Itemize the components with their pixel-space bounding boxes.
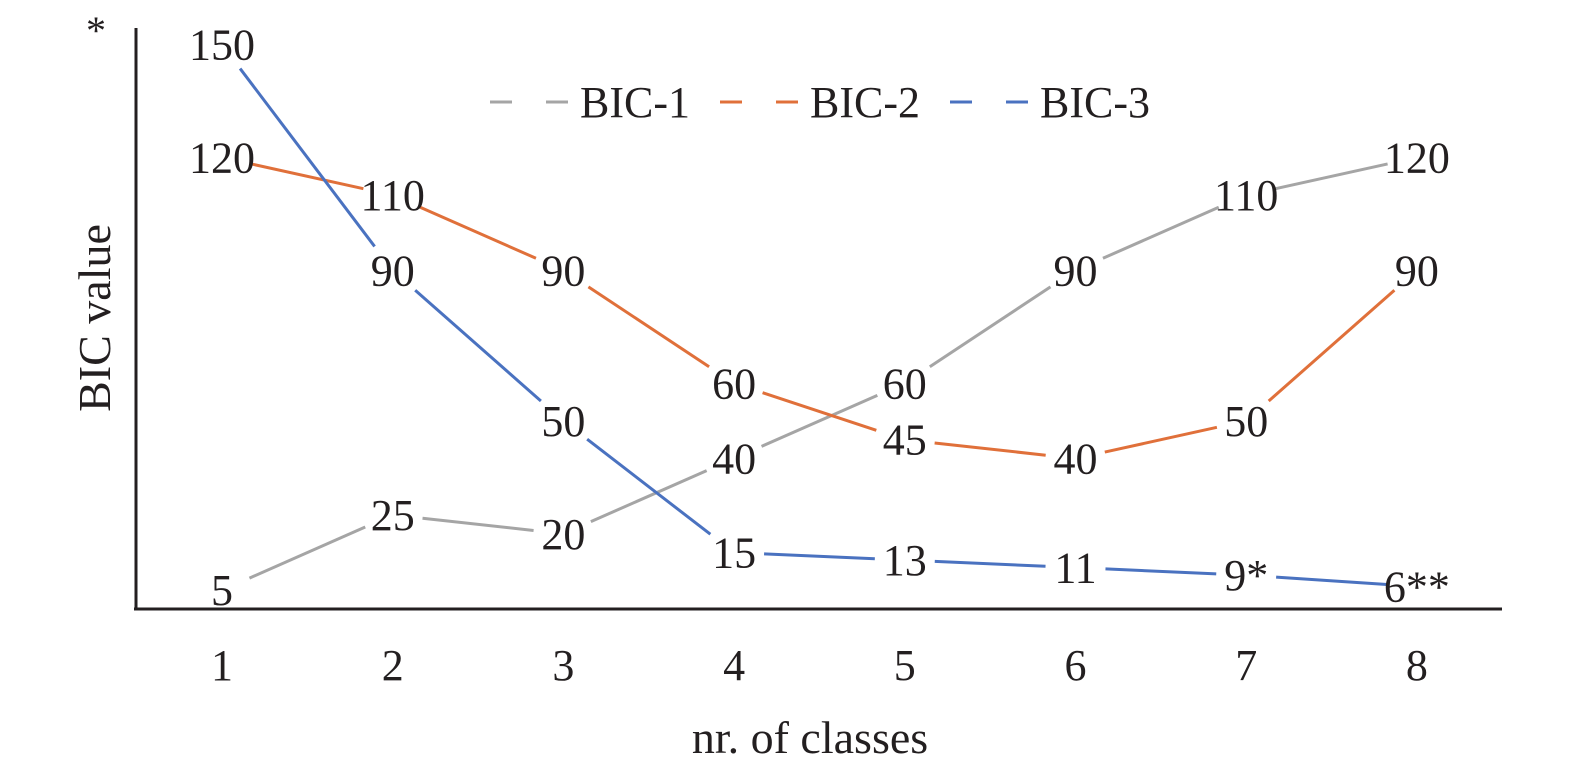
data-label: 150 [189,21,255,70]
data-label: 15 [712,529,756,578]
series-2-segment [250,162,364,191]
series-1-segment [248,525,366,580]
data-label: 50 [541,397,585,446]
x-tick-label: 3 [552,641,574,690]
data-label: 60 [883,359,927,408]
data-label: 120 [1384,134,1450,183]
series-3-segment [934,559,1046,568]
data-label: 9* [1224,551,1268,600]
series-2-segment [1104,425,1218,454]
data-label: 40 [712,435,756,484]
data-label: 90 [1395,246,1439,295]
data-label: 60 [712,359,756,408]
data-label: 25 [371,491,415,540]
series-1-segment [928,285,1052,368]
series-2-segment [934,441,1046,457]
series-1-segment [760,393,878,448]
series-2-segment [587,285,710,368]
series-1 [248,162,1388,580]
data-labels: 5 25 20 40 60 90 110 120 120 110 90 60 45 40 50 90 150 90… [189,21,1450,616]
series-2 [250,162,1396,457]
series-3-segment [586,438,712,536]
legend: BIC-1 BIC-2 BIC-3 [490,78,1150,127]
data-label: 90 [541,246,585,295]
x-tick-label: 4 [723,641,745,690]
series-3-segment [1105,567,1217,576]
data-label: 50 [1224,397,1268,446]
data-label: 120 [189,134,255,183]
legend-item: BIC-3 [950,78,1150,127]
series-1-segment [590,469,708,524]
legend-label: BIC-1 [580,78,690,127]
x-tick-label: 6 [1065,641,1087,690]
series-1-segment [1275,162,1388,191]
x-tick-label: 5 [894,641,916,690]
data-label: 20 [541,510,585,559]
x-tick-label: 2 [382,641,404,690]
series-3 [238,67,1388,586]
x-tick-label: 8 [1406,641,1428,690]
x-tick-label: 7 [1235,641,1257,690]
series-3-segment [1276,575,1388,586]
series-2-segment [762,391,877,432]
data-label: 13 [883,536,927,585]
data-label: 90 [371,246,415,295]
series-3-segment [764,552,875,561]
data-label: 11 [1054,544,1096,593]
legend-label: BIC-2 [810,78,920,127]
x-axis-title: nr. of classes [692,712,928,763]
data-label: 110 [1214,171,1278,220]
legend-label: BIC-3 [1040,78,1150,127]
y-axis-title: BIC value [69,224,120,412]
data-label: 110 [361,171,425,220]
data-label: 40 [1054,435,1098,484]
series-3-segment [238,67,376,248]
data-label: 45 [883,416,927,465]
series-2-segment [419,205,537,260]
corner-asterisk: * [86,8,106,53]
legend-item: BIC-2 [720,78,920,127]
series-1-segment [1102,205,1220,260]
legend-item: BIC-1 [490,78,690,127]
x-tick-label: 1 [211,641,233,690]
data-label: 5 [211,566,233,615]
series-1-segment [422,516,534,532]
data-label: 6** [1384,562,1450,611]
data-label: 90 [1054,246,1098,295]
series-3-segment [414,289,542,403]
series-lines [238,67,1396,586]
x-tick-labels: 1 2 3 4 5 6 7 8 [211,641,1428,690]
series-2-segment [1267,289,1396,403]
